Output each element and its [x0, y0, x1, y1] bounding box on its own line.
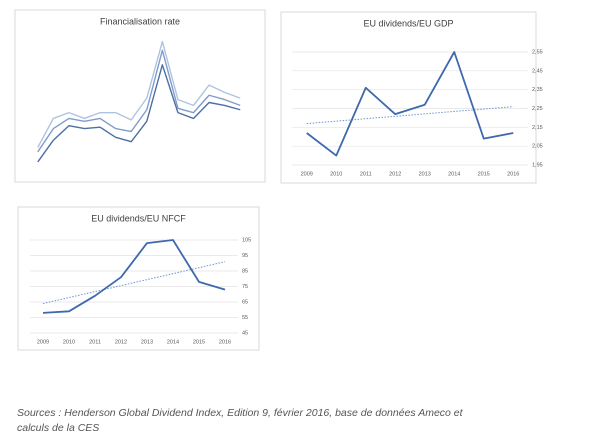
y-tick-label: 45 [242, 330, 248, 336]
y-tick-label: 1,95 [532, 162, 543, 168]
x-tick-label: 2012 [115, 339, 127, 345]
x-tick-label: 2010 [63, 339, 75, 345]
y-tick-label: 2,55 [532, 49, 543, 55]
y-tick-label: 105 [242, 237, 251, 243]
source-line: calculs de la CES [17, 422, 99, 434]
y-tick-label: 95 [242, 253, 248, 259]
chart: EU dividends/EU NFCF 45 55 65 75 85 95 105 2009 2… [17, 206, 260, 351]
y-tick-label: 55 [242, 315, 248, 321]
chart-frame [17, 206, 260, 351]
trend-line [42, 261, 226, 305]
series-line [37, 64, 241, 163]
x-tick-label: 2014 [448, 171, 460, 177]
x-tick-label: 2016 [507, 171, 519, 177]
series-line [42, 239, 226, 314]
x-tick-label: 2011 [89, 339, 101, 345]
x-tick-label: 2013 [141, 339, 153, 345]
x-tick-label: 2012 [389, 171, 401, 177]
x-tick-label: 2015 [478, 171, 490, 177]
chart-title: Financialisation rate [100, 16, 180, 26]
chart: EU dividends/EU GDP 1,95 2,05 2,15 2,25 2,35 2… [280, 11, 543, 184]
chart-title: EU dividends/EU NFCF [91, 213, 186, 223]
chart: Financialisation rate [14, 9, 266, 183]
x-tick-label: 2016 [219, 339, 231, 345]
x-tick-label: 2013 [419, 171, 431, 177]
x-tick-label: 2009 [301, 171, 313, 177]
series-line [37, 40, 241, 148]
x-tick-label: 2014 [167, 339, 179, 345]
x-tick-label: 2009 [37, 339, 49, 345]
source-line: Sources : Henderson Global Dividend Inde… [17, 407, 464, 419]
y-tick-label: 2,25 [532, 106, 543, 112]
y-tick-label: 2,35 [532, 87, 543, 93]
x-tick-label: 2011 [360, 171, 372, 177]
series-line [306, 51, 514, 157]
series-line [37, 49, 241, 153]
chart-title: EU dividends/EU GDP [363, 18, 453, 28]
y-tick-label: 85 [242, 268, 248, 274]
y-tick-label: 2,05 [532, 144, 543, 150]
chart-frame [14, 9, 266, 183]
y-tick-label: 2,45 [532, 68, 543, 74]
x-tick-label: 2010 [330, 171, 342, 177]
y-tick-label: 75 [242, 284, 248, 290]
chart-frame [280, 11, 537, 184]
y-tick-label: 65 [242, 299, 248, 305]
x-tick-label: 2015 [193, 339, 205, 345]
y-tick-label: 2,15 [532, 125, 543, 131]
